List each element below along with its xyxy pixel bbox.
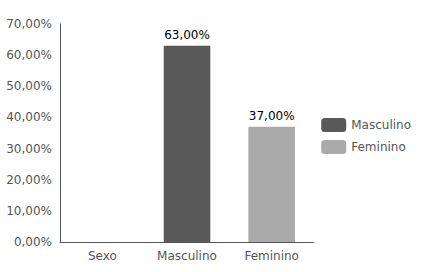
svg-text:0,00%: 0,00% (14, 235, 52, 249)
svg-text:60,00%: 60,00% (6, 48, 52, 62)
svg-text:Masculino: Masculino (157, 249, 217, 263)
svg-text:20,00%: 20,00% (6, 173, 52, 187)
svg-text:70,00%: 70,00% (6, 17, 52, 31)
svg-text:30,00%: 30,00% (6, 142, 52, 156)
svg-text:Feminino: Feminino (351, 140, 406, 154)
svg-text:Feminino: Feminino (244, 249, 299, 263)
svg-text:63,00%: 63,00% (164, 28, 210, 42)
svg-text:37,00%: 37,00% (249, 109, 295, 123)
svg-text:50,00%: 50,00% (6, 79, 52, 93)
svg-text:Sexo: Sexo (88, 249, 117, 263)
svg-text:40,00%: 40,00% (6, 110, 52, 124)
svg-text:10,00%: 10,00% (6, 204, 52, 218)
svg-text:Masculino: Masculino (351, 118, 411, 132)
